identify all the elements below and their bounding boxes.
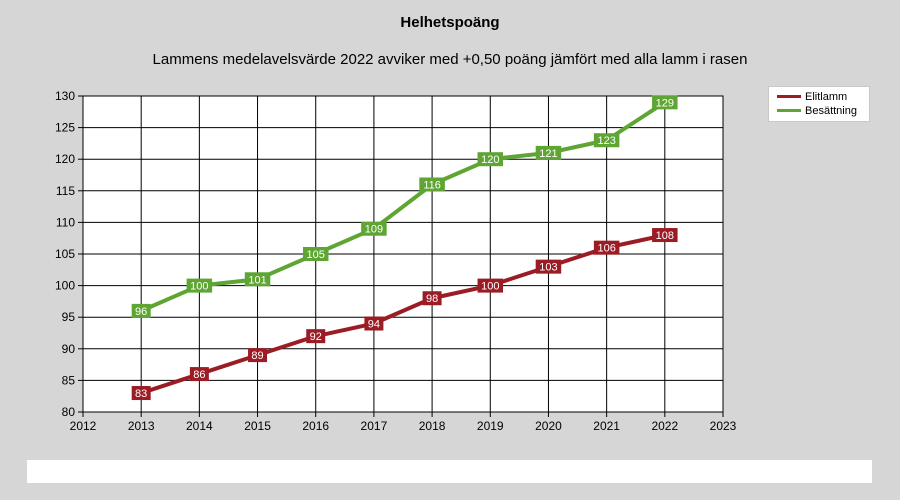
- data-labels: 83 86 89 92 94 98 100 103 106 108 96 100 101 105 109 11…: [131, 95, 678, 401]
- data-label: 101: [248, 274, 266, 286]
- x-tick-label: 2013: [128, 419, 155, 433]
- data-label: 100: [190, 281, 208, 293]
- data-label: 105: [307, 249, 325, 261]
- data-point: 123: [593, 133, 620, 148]
- y-tick-label: 110: [56, 215, 75, 229]
- y-tick-label: 130: [55, 89, 75, 103]
- legend-swatch-besattning: [777, 108, 801, 112]
- data-point: 94: [364, 316, 384, 331]
- y-tick-label: 85: [62, 373, 76, 387]
- data-label: 120: [481, 154, 499, 166]
- data-label-box: [477, 152, 504, 167]
- y-tick-label: 80: [62, 405, 76, 419]
- data-point: 83: [131, 386, 151, 401]
- data-label-box: [189, 367, 209, 382]
- data-point: 101: [244, 272, 271, 287]
- data-label: 94: [368, 319, 380, 331]
- data-point: 92: [306, 329, 326, 344]
- data-label: 96: [135, 306, 147, 318]
- data-label: 123: [597, 135, 615, 147]
- data-label-box: [302, 247, 329, 261]
- x-tick-label: 2020: [535, 419, 562, 433]
- data-point: 121: [535, 145, 562, 160]
- series-line-0: [139, 233, 667, 396]
- x-tick-label: 2018: [419, 419, 446, 433]
- data-point: 103: [535, 259, 562, 274]
- y-tick-label: 115: [56, 184, 75, 198]
- data-point: 96: [131, 303, 151, 318]
- axes: 2012 2013 2014 2015 2016 2017 2018 2019 2020 2021…: [55, 89, 737, 433]
- data-point: 129: [652, 95, 678, 110]
- x-tick-label: 2021: [593, 419, 620, 433]
- x-tick-label: 2017: [361, 419, 388, 433]
- data-label-box: [306, 329, 326, 344]
- data-label: 89: [251, 350, 263, 362]
- data-label: 116: [423, 179, 441, 191]
- data-label-box: [652, 95, 678, 110]
- data-point: 89: [248, 348, 268, 363]
- x-tick-label: 2014: [186, 419, 213, 433]
- x-tick-label: 2022: [651, 419, 678, 433]
- data-label: 83: [135, 388, 147, 400]
- data-label-box: [652, 228, 678, 243]
- data-label-box: [186, 278, 213, 293]
- x-tick-label: 2015: [244, 419, 271, 433]
- data-point: 98: [422, 291, 442, 306]
- data-point: 100: [186, 278, 213, 293]
- data-label-box: [593, 133, 620, 148]
- data-label: 92: [310, 331, 322, 343]
- data-label: 100: [481, 281, 499, 293]
- data-label-box: [477, 278, 504, 293]
- x-tick-label: 2012: [70, 419, 97, 433]
- data-label: 109: [365, 224, 383, 236]
- data-point: 116: [419, 177, 445, 192]
- data-label-box: [248, 348, 268, 363]
- legend-item-besattning: Besättning: [777, 104, 857, 118]
- series-line-1: [139, 100, 667, 313]
- chart-subtitle: Lammens medelavelsvärde 2022 avviker med…: [152, 51, 748, 68]
- x-tick-label: 2019: [477, 419, 504, 433]
- series-lines: [139, 100, 667, 396]
- data-label-box: [419, 177, 445, 192]
- legend-label-besattning: Besättning: [805, 105, 857, 117]
- data-label: 108: [656, 230, 674, 242]
- legend-swatch-elitlamm: [777, 94, 801, 98]
- data-label-box: [535, 145, 562, 160]
- data-label: 86: [193, 369, 205, 381]
- data-point: 109: [361, 221, 387, 236]
- x-tick-label: 2016: [302, 419, 329, 433]
- data-label: 98: [426, 293, 438, 305]
- data-label-box: [244, 272, 271, 287]
- chart-title: Helhetspoäng: [400, 14, 500, 31]
- y-tick-label: 125: [55, 121, 75, 135]
- data-point: 106: [593, 240, 620, 255]
- data-label-box: [131, 386, 151, 401]
- data-point: 105: [302, 247, 329, 261]
- x-tick-label: 2023: [710, 419, 737, 433]
- data-label-box: [535, 259, 562, 274]
- data-label-box: [422, 291, 442, 306]
- y-tick-label: 105: [55, 247, 75, 261]
- data-label: 121: [539, 148, 557, 160]
- data-label-box: [361, 221, 387, 236]
- y-tick-label: 100: [55, 279, 75, 293]
- data-label-box: [131, 303, 151, 318]
- y-tick-label: 120: [55, 152, 75, 166]
- legend-label-elitlamm: Elitlamm: [805, 91, 848, 103]
- legend-item-elitlamm: Elitlamm: [777, 90, 847, 104]
- data-label: 129: [656, 97, 674, 109]
- y-tick-label: 90: [62, 342, 76, 356]
- data-label-box: [364, 316, 384, 331]
- legend: Elitlamm Besättning: [768, 86, 870, 122]
- data-label-box: [593, 240, 620, 255]
- footer-bar: [27, 460, 872, 483]
- data-label: 103: [539, 262, 557, 274]
- data-point: 86: [189, 367, 209, 382]
- data-label: 106: [597, 243, 615, 255]
- data-point: 100: [477, 278, 504, 293]
- data-point: 120: [477, 152, 504, 167]
- data-point: 108: [652, 228, 678, 243]
- y-tick-label: 95: [62, 310, 76, 324]
